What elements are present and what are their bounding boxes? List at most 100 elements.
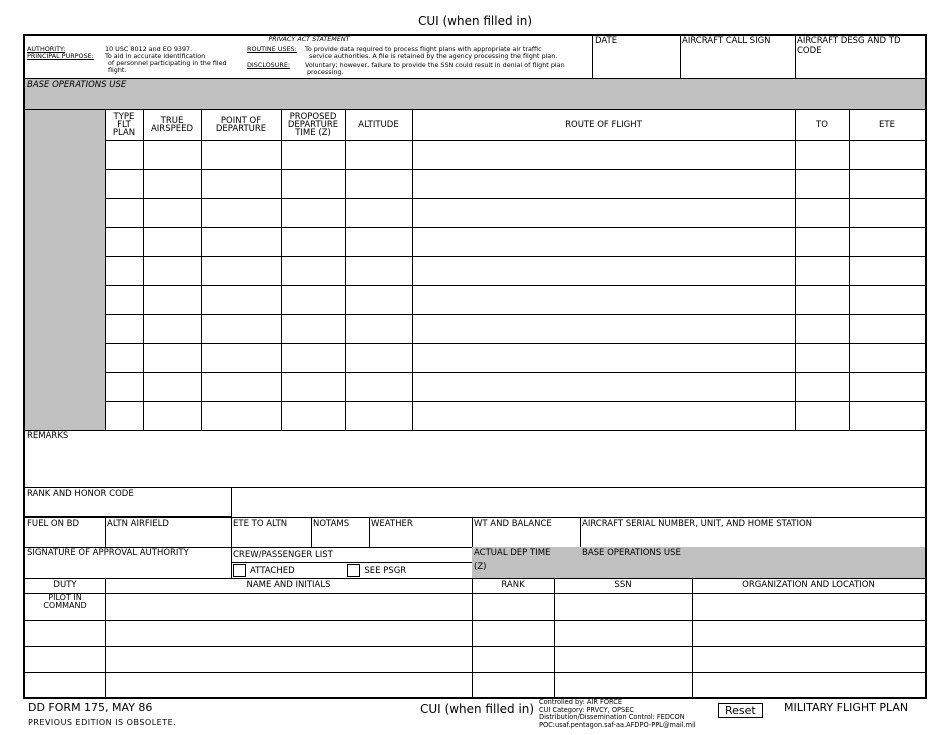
altn-airfield-field[interactable]: ALTN AIRFIELD (105, 517, 232, 548)
organization-and-location-cell[interactable] (692, 646, 925, 673)
altitude-cell[interactable] (345, 227, 413, 257)
aircraft-serial-number-field[interactable]: AIRCRAFT SERIAL NUMBER, UNIT, AND HOME S… (580, 517, 925, 548)
ete-cell[interactable] (849, 227, 925, 257)
duty-cell[interactable] (25, 646, 106, 673)
ete-cell[interactable] (849, 198, 925, 228)
true-airspeed-cell[interactable] (143, 140, 202, 170)
organization-and-location-cell[interactable] (692, 672, 925, 697)
point-of-departure-cell[interactable] (201, 343, 282, 373)
to-cell[interactable] (795, 169, 850, 199)
weather-field[interactable]: WEATHER (369, 517, 473, 548)
to-cell[interactable] (795, 140, 850, 170)
row-marker[interactable] (25, 285, 106, 315)
route-of-flight-cell[interactable] (412, 227, 796, 257)
true-airspeed-cell[interactable] (143, 169, 202, 199)
true-airspeed-cell[interactable] (143, 314, 202, 344)
duty-cell[interactable] (25, 620, 106, 647)
remarks-field[interactable]: REMARKS (25, 430, 925, 488)
row-marker[interactable] (25, 314, 106, 344)
aircraft-desg-field[interactable]: AIRCRAFT DESG AND TD CODE (795, 35, 925, 79)
row-marker[interactable] (25, 343, 106, 373)
proposed-departure-time-cell[interactable] (281, 169, 346, 199)
ete-cell[interactable] (849, 169, 925, 199)
proposed-departure-time-cell[interactable] (281, 198, 346, 228)
date-field[interactable]: DATE (593, 35, 681, 79)
name-and-initials-cell[interactable] (105, 672, 473, 697)
proposed-departure-time-cell[interactable] (281, 314, 346, 344)
altitude-cell[interactable] (345, 372, 413, 402)
ete-cell[interactable] (849, 314, 925, 344)
altitude-cell[interactable] (345, 343, 413, 373)
ete-cell[interactable] (849, 401, 925, 431)
to-cell[interactable] (795, 314, 850, 344)
to-cell[interactable] (795, 372, 850, 402)
to-cell[interactable] (795, 227, 850, 257)
to-cell[interactable] (795, 198, 850, 228)
row-marker[interactable] (25, 169, 106, 199)
altitude-cell[interactable] (345, 256, 413, 286)
notams-field[interactable]: NOTAMS (311, 517, 370, 548)
point-of-departure-cell[interactable] (201, 314, 282, 344)
name-and-initials-cell[interactable] (105, 646, 473, 673)
type-flt-plan-cell[interactable] (105, 401, 144, 431)
fuel-on-bd-field[interactable]: FUEL ON BD (25, 517, 106, 548)
actual-dep-time-field[interactable]: ACTUAL DEP TIME (Z) (472, 547, 581, 579)
route-of-flight-cell[interactable] (412, 169, 796, 199)
ssn-cell[interactable] (554, 593, 693, 621)
type-flt-plan-cell[interactable] (105, 372, 144, 402)
row-marker[interactable] (25, 198, 106, 228)
organization-and-location-cell[interactable] (692, 620, 925, 647)
altitude-cell[interactable] (345, 401, 413, 431)
type-flt-plan-cell[interactable] (105, 227, 144, 257)
rank-cell[interactable] (472, 672, 555, 697)
type-flt-plan-cell[interactable] (105, 198, 144, 228)
altitude-cell[interactable] (345, 285, 413, 315)
true-airspeed-cell[interactable] (143, 227, 202, 257)
name-and-initials-cell[interactable] (105, 593, 473, 621)
true-airspeed-cell[interactable] (143, 256, 202, 286)
true-airspeed-cell[interactable] (143, 372, 202, 402)
point-of-departure-cell[interactable] (201, 140, 282, 170)
proposed-departure-time-cell[interactable] (281, 227, 346, 257)
row-marker[interactable] (25, 256, 106, 286)
row-marker[interactable] (25, 227, 106, 257)
rank-cell[interactable] (472, 646, 555, 673)
rank-cell[interactable] (472, 620, 555, 647)
to-cell[interactable] (795, 285, 850, 315)
ete-cell[interactable] (849, 343, 925, 373)
point-of-departure-cell[interactable] (201, 256, 282, 286)
point-of-departure-cell[interactable] (201, 169, 282, 199)
ete-to-altn-field[interactable]: ETE TO ALTN (231, 517, 312, 548)
true-airspeed-cell[interactable] (143, 285, 202, 315)
true-airspeed-cell[interactable] (143, 401, 202, 431)
to-cell[interactable] (795, 401, 850, 431)
point-of-departure-cell[interactable] (201, 227, 282, 257)
route-of-flight-cell[interactable] (412, 372, 796, 402)
ssn-cell[interactable] (554, 646, 693, 673)
point-of-departure-cell[interactable] (201, 198, 282, 228)
ete-cell[interactable] (849, 372, 925, 402)
ssn-cell[interactable] (554, 620, 693, 647)
altitude-cell[interactable] (345, 314, 413, 344)
ete-cell[interactable] (849, 256, 925, 286)
true-airspeed-cell[interactable] (143, 343, 202, 373)
proposed-departure-time-cell[interactable] (281, 343, 346, 373)
aircraft-call-sign-field[interactable]: AIRCRAFT CALL SIGN (680, 35, 796, 79)
rank-honor-code-field[interactable]: RANK AND HONOR CODE (25, 487, 232, 517)
proposed-departure-time-cell[interactable] (281, 285, 346, 315)
proposed-departure-time-cell[interactable] (281, 256, 346, 286)
altitude-cell[interactable] (345, 198, 413, 228)
route-of-flight-cell[interactable] (412, 314, 796, 344)
point-of-departure-cell[interactable] (201, 285, 282, 315)
rank-cell[interactable] (472, 593, 555, 621)
to-cell[interactable] (795, 256, 850, 286)
to-cell[interactable] (795, 343, 850, 373)
true-airspeed-cell[interactable] (143, 198, 202, 228)
proposed-departure-time-cell[interactable] (281, 140, 346, 170)
type-flt-plan-cell[interactable] (105, 169, 144, 199)
wt-and-balance-field[interactable]: WT AND BALANCE (472, 517, 581, 548)
signature-field[interactable]: SIGNATURE OF APPROVAL AUTHORITY (25, 547, 232, 579)
route-of-flight-cell[interactable] (412, 401, 796, 431)
type-flt-plan-cell[interactable] (105, 314, 144, 344)
route-of-flight-cell[interactable] (412, 285, 796, 315)
